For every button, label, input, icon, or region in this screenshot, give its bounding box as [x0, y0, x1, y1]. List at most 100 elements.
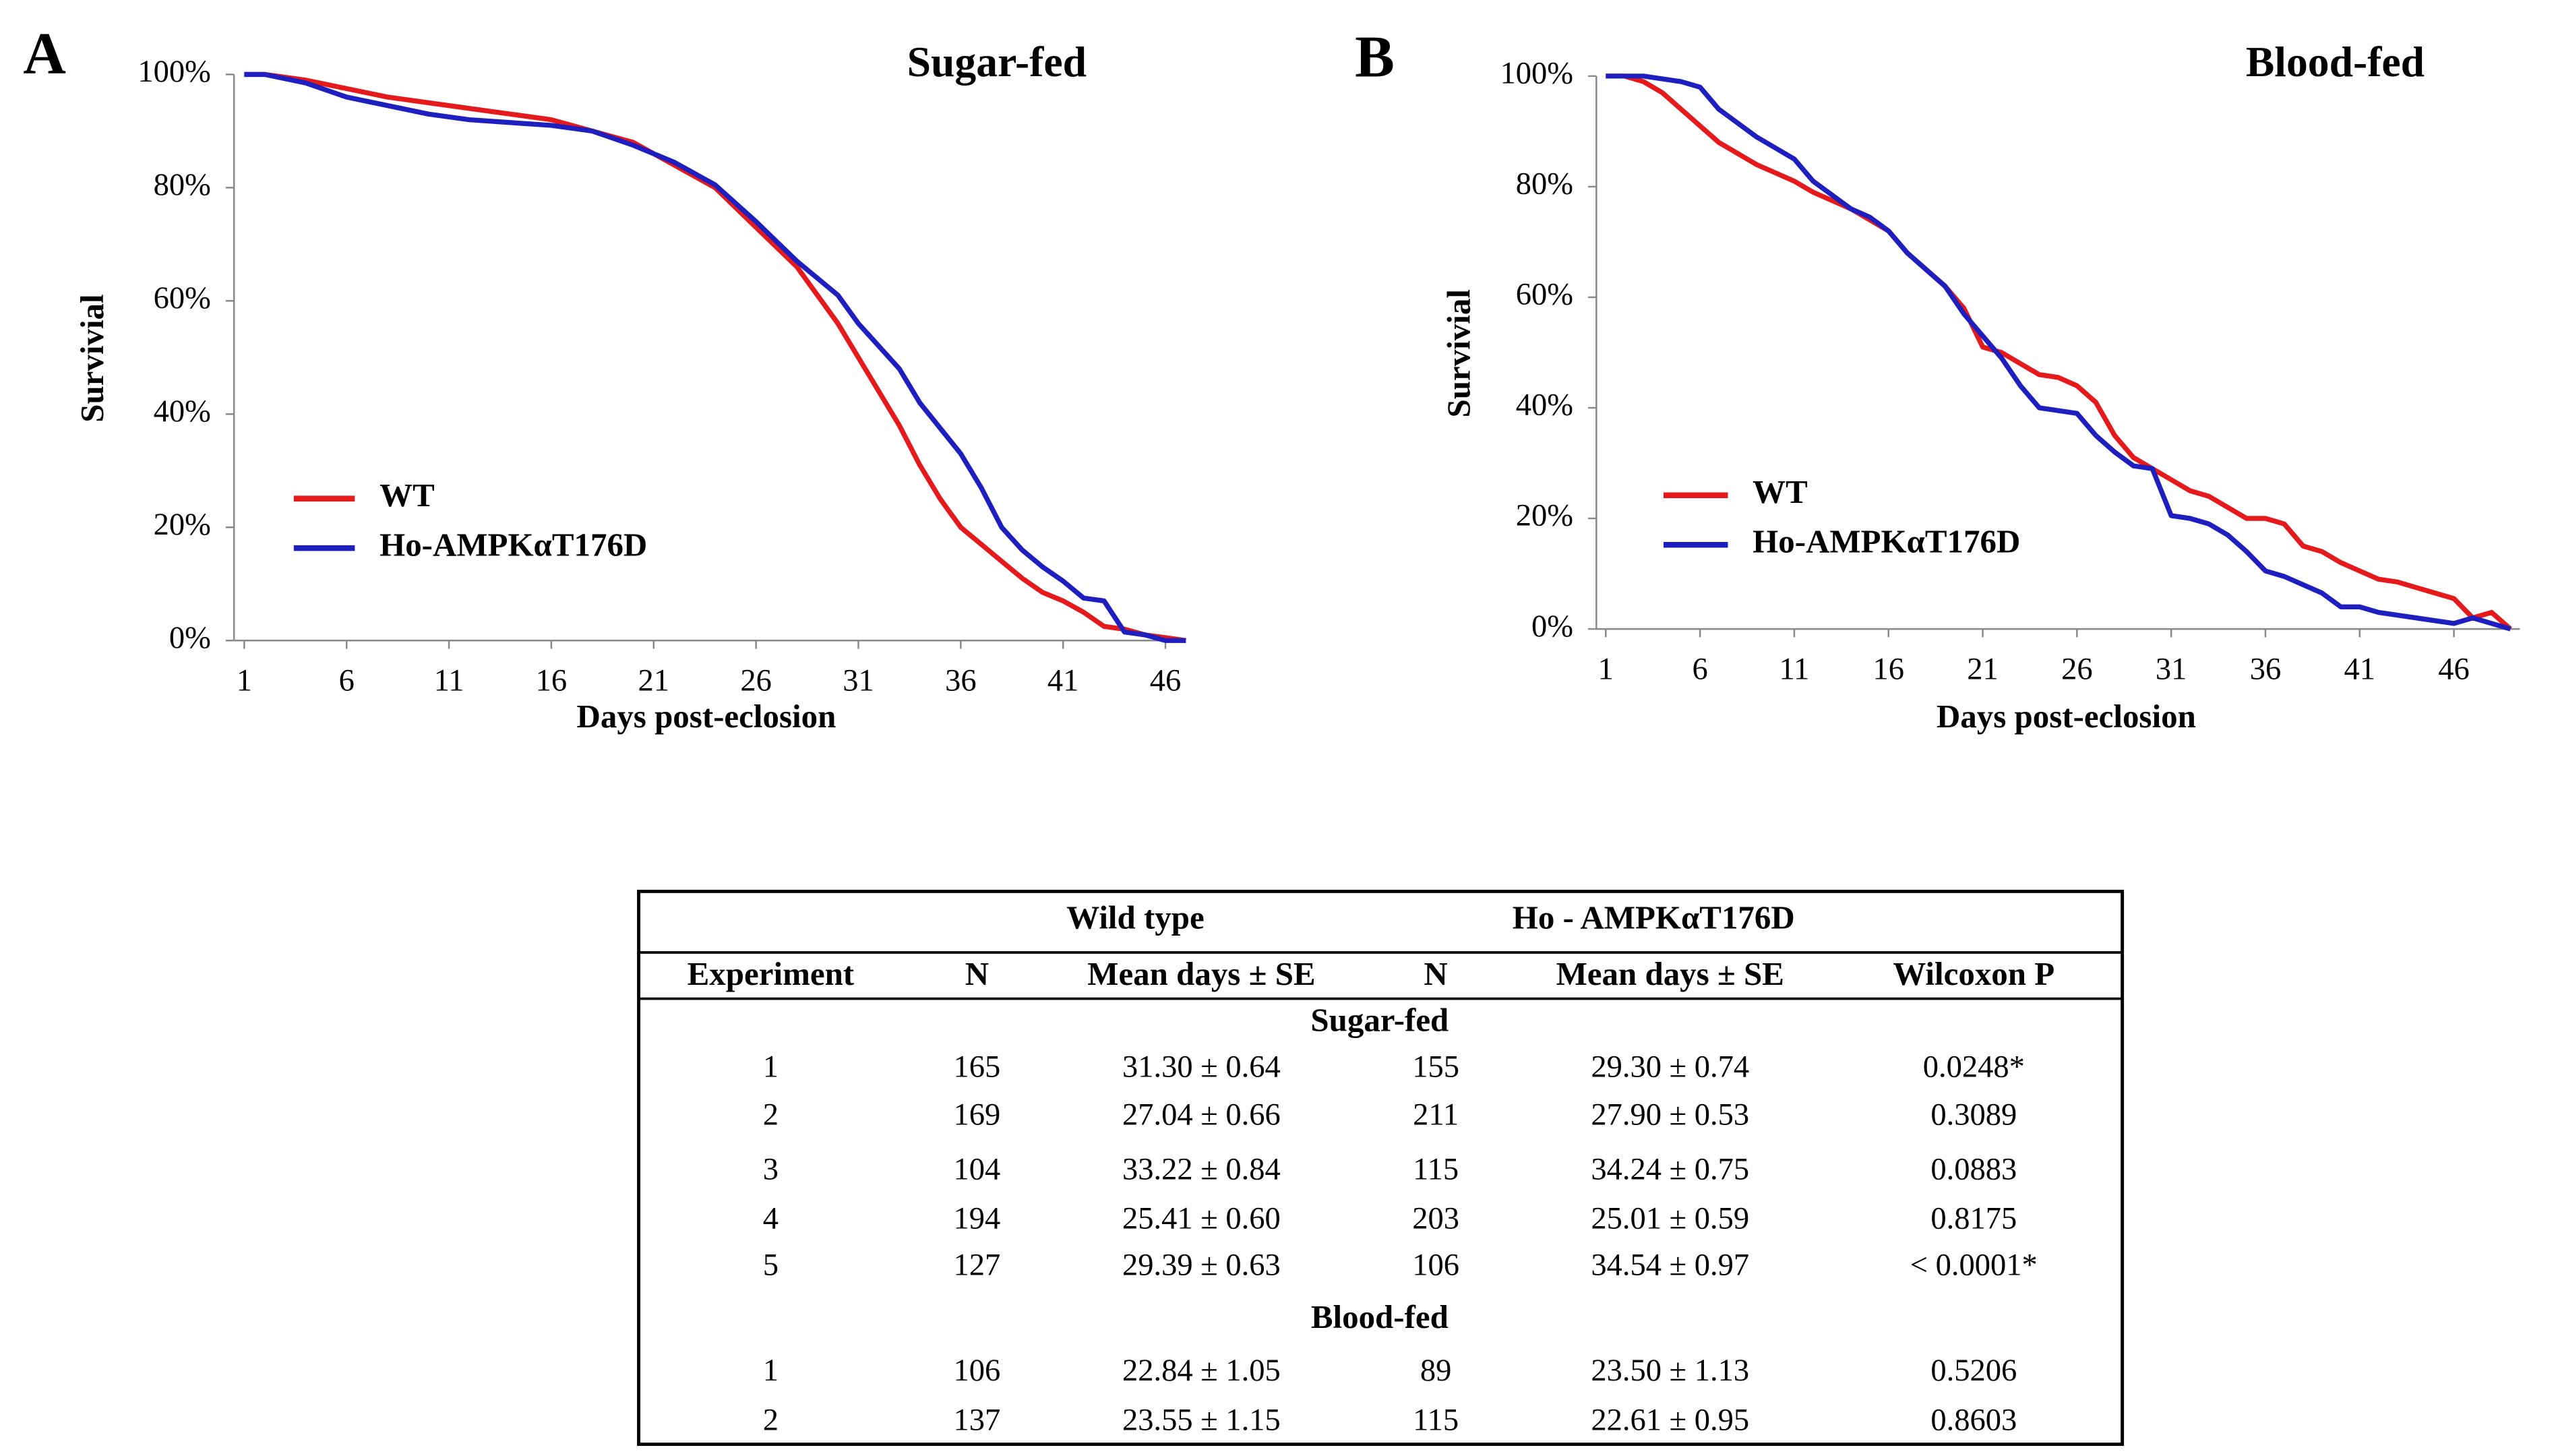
table-cell: 165 [954, 1050, 1001, 1084]
table-cell: < 0.0001* [1910, 1248, 2038, 1282]
x-tick-label: 21 [638, 664, 670, 698]
y-tick-label: 40% [154, 394, 211, 429]
table-cell: 0.0248* [1923, 1050, 2025, 1084]
table-column-header: Experiment [688, 955, 855, 992]
y-tick-label: 40% [1516, 388, 1573, 423]
x-tick-label: 31 [843, 664, 874, 698]
table-cell: 0.8175 [1930, 1202, 2017, 1236]
y-tick-label: 60% [154, 281, 211, 315]
x-tick-label: 31 [2156, 652, 2187, 686]
x-tick-label: 1 [1598, 652, 1614, 686]
survival-line [244, 71, 1186, 643]
table-cell: 203 [1412, 1202, 1459, 1236]
table-cell: 1 [763, 1050, 779, 1084]
x-tick-label: 41 [1047, 664, 1078, 698]
table-cell: 127 [954, 1248, 1001, 1282]
y-tick-label: 60% [1516, 278, 1573, 312]
table-group-header: Wild type [1066, 899, 1204, 936]
table-cell: 22.84 ± 1.05 [1122, 1354, 1281, 1388]
table-cell: 106 [1412, 1248, 1459, 1282]
x-tick-label: 16 [536, 664, 568, 698]
legend-label: WT [1753, 473, 1808, 510]
y-tick-label: 80% [1516, 167, 1573, 202]
x-tick-label: 21 [1967, 652, 1998, 686]
table-cell: 2 [763, 1097, 779, 1132]
table-cell: 2 [763, 1403, 779, 1437]
legend-label: Ho-AMPKαT176D [1753, 522, 2020, 559]
y-tick-label: 20% [1516, 499, 1573, 533]
table-column-header: N [965, 955, 989, 992]
table-cell: 31.30 ± 0.64 [1122, 1050, 1281, 1084]
x-tick-label: 11 [434, 664, 464, 698]
chart-title: Blood-fed [2246, 38, 2425, 86]
table-cell: 23.55 ± 1.15 [1122, 1403, 1281, 1437]
table-cell: 104 [954, 1152, 1001, 1186]
x-tick-label: 41 [2344, 652, 2375, 686]
x-tick-label: 26 [740, 664, 772, 698]
table-cell: 34.24 ± 0.75 [1591, 1152, 1749, 1186]
table-cell: 194 [954, 1202, 1001, 1236]
table-cell: 34.54 ± 0.97 [1591, 1248, 1749, 1282]
table-cell: 0.8603 [1930, 1403, 2017, 1437]
table-cell: 137 [954, 1403, 1001, 1437]
table-cell: 115 [1413, 1403, 1459, 1437]
y-tick-label: 100% [1500, 57, 1573, 91]
y-tick-label: 80% [154, 168, 211, 202]
table-cell: 23.50 ± 1.13 [1591, 1354, 1749, 1388]
x-axis-label: Days post-eclosion [576, 698, 836, 735]
table-cell: 0.0883 [1930, 1152, 2017, 1186]
table-cell: 25.01 ± 0.59 [1591, 1202, 1749, 1236]
table-cell: 0.3089 [1930, 1097, 2017, 1132]
table-cell: 33.22 ± 0.84 [1122, 1152, 1281, 1186]
table-cell: 4 [763, 1202, 779, 1236]
table-border [637, 889, 2125, 1447]
table-cell: 3 [763, 1152, 779, 1186]
survival-line [244, 71, 1186, 643]
x-tick-label: 16 [1872, 652, 1904, 686]
x-tick-label: 46 [1150, 664, 1181, 698]
legend-label: WT [379, 477, 435, 514]
x-tick-label: 26 [2061, 652, 2093, 686]
y-tick-label: 0% [1531, 609, 1573, 644]
table-cell: 22.61 ± 0.95 [1591, 1403, 1749, 1437]
table-cell: 1 [763, 1354, 779, 1388]
survival-line [1606, 73, 2512, 631]
x-tick-label: 6 [339, 664, 355, 698]
survival-line [1606, 73, 2511, 632]
x-tick-label: 36 [2250, 652, 2282, 686]
table-group-header: Ho - AMPKαT176D [1513, 899, 1795, 936]
table-section-title: Blood-fed [1311, 1298, 1449, 1335]
x-axis-label: Days post-eclosion [1937, 698, 2196, 735]
x-tick-label: 11 [1779, 652, 1810, 686]
table-column-header: Mean days ± SE [1087, 955, 1315, 992]
table-cell: 0.5206 [1930, 1354, 2017, 1388]
table-column-header: Wilcoxon P [1893, 955, 2054, 992]
table-cell: 27.90 ± 0.53 [1591, 1097, 1749, 1132]
y-axis-label: Survivial [73, 294, 111, 422]
y-tick-label: 20% [154, 508, 211, 542]
table-cell: 27.04 ± 0.66 [1122, 1097, 1281, 1132]
table-cell: 115 [1413, 1152, 1459, 1186]
table-column-header: Mean days ± SE [1556, 955, 1784, 992]
chart-title: Sugar-fed [907, 38, 1087, 86]
panel-label: A [23, 21, 66, 87]
legend-label: Ho-AMPKαT176D [379, 526, 647, 563]
table-cell: 106 [954, 1354, 1001, 1388]
table-cell: 5 [763, 1248, 779, 1282]
table-column-header: N [1424, 955, 1447, 992]
table-cell: 211 [1413, 1097, 1459, 1132]
table-cell: 169 [954, 1097, 1001, 1132]
y-tick-label: 100% [138, 55, 210, 89]
y-tick-label: 0% [169, 621, 211, 655]
table-cell: 29.30 ± 0.74 [1591, 1050, 1749, 1084]
x-tick-label: 46 [2438, 652, 2470, 686]
table-cell: 89 [1420, 1354, 1451, 1388]
table-cell: 155 [1412, 1050, 1459, 1084]
y-axis-label: Survivial [1440, 289, 1478, 417]
table-cell: 29.39 ± 0.63 [1122, 1248, 1281, 1282]
x-tick-label: 36 [945, 664, 976, 698]
panel-label: B [1355, 24, 1395, 90]
